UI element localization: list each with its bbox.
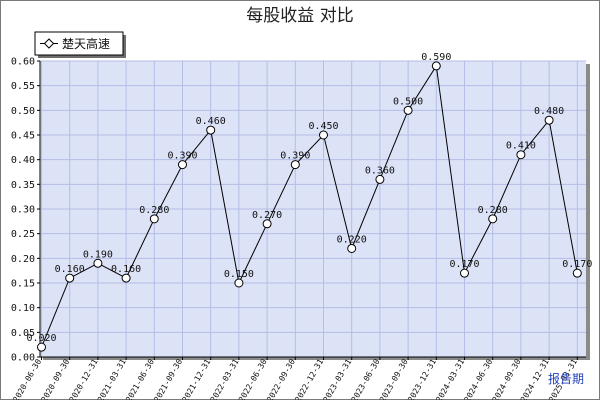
data-point: [178, 160, 187, 170]
plot-shadow-right: [586, 64, 590, 360]
data-label: 0.220: [337, 234, 367, 245]
data-label: 0.270: [252, 210, 282, 221]
y-tick-label: 0.20: [11, 254, 35, 265]
data-label: 0.020: [26, 333, 56, 344]
data-markers: [37, 61, 582, 352]
legend: 楚天高速: [34, 31, 126, 58]
data-point: [347, 243, 357, 253]
data-label: 0.150: [224, 269, 254, 280]
data-point: [262, 219, 272, 229]
data-label: 0.410: [506, 141, 536, 152]
data-point: [121, 273, 131, 283]
data-label: 0.170: [449, 259, 479, 270]
data-point: [234, 278, 244, 288]
y-tick-label: 0.30: [11, 205, 35, 216]
legend-box: [34, 31, 124, 56]
y-tick-label: 0.55: [11, 81, 35, 92]
data-point: [290, 160, 300, 170]
data-label: 0.170: [562, 259, 592, 270]
x-axis-label: 报告期: [548, 371, 584, 386]
data-labels: 0.020 0.160 0.190 0.160 0.280 0.390 0.460 0.150…: [26, 52, 592, 344]
data-label: 0.280: [139, 205, 169, 216]
data-point: [149, 214, 159, 224]
series-line: [41, 64, 578, 348]
x-tick-label: 2024-09-30: [491, 357, 523, 400]
x-tick-label: 2023-03-31: [322, 357, 354, 400]
x-tick-label: 2020-09-30: [40, 357, 72, 400]
data-point: [375, 174, 385, 184]
y-tick-label: 0.45: [11, 131, 35, 142]
data-point: [544, 115, 554, 125]
y-tick-label: 0.00: [11, 353, 35, 364]
data-label: 0.450: [308, 121, 338, 132]
data-label: 0.190: [83, 249, 113, 260]
x-axis-ticks: 2020-06-302020-09-302020-12-312021-03-31…: [11, 357, 579, 400]
chart-title: 每股收益 对比: [246, 6, 353, 26]
data-point: [516, 150, 526, 160]
series-polyline: [41, 64, 578, 348]
data-point: [37, 342, 46, 352]
plot-shadow-bottom: [43, 357, 589, 360]
x-tick-label: 2023-12-31: [406, 357, 438, 400]
data-point: [206, 125, 216, 135]
data-point: [65, 273, 75, 283]
data-label: 0.160: [111, 264, 141, 275]
x-tick-label: 2022-09-30: [265, 357, 297, 400]
grid-lines: [40, 60, 586, 358]
y-tick-label: 0.60: [11, 57, 35, 68]
y-tick-label: 0.25: [11, 229, 35, 240]
data-point: [431, 61, 441, 71]
data-label: 0.280: [478, 205, 508, 216]
data-label: 0.460: [196, 116, 226, 127]
x-tick-label: 2022-06-30: [237, 357, 269, 400]
y-tick-label: 0.50: [11, 106, 35, 117]
data-point: [572, 268, 582, 278]
x-tick-label: 2020-12-31: [68, 357, 100, 400]
x-tick-label: 2023-06-30: [350, 357, 382, 400]
data-label: 0.390: [167, 151, 197, 162]
data-point: [319, 130, 328, 140]
data-point: [460, 268, 469, 278]
x-tick-label: 2020-06-30: [11, 357, 43, 400]
x-tick-label: 2021-06-30: [124, 357, 156, 400]
data-label: 0.480: [534, 106, 564, 117]
data-label: 0.390: [280, 151, 310, 162]
data-point: [488, 214, 498, 224]
data-point: [93, 258, 103, 268]
x-tick-label: 2022-03-31: [209, 357, 241, 400]
legend-marker-icon: [43, 38, 55, 49]
y-axis-ticks: 0.00 0.05 0.10 0.15 0.20 0.25 0.30 0.35 0.40 0.45…: [11, 57, 40, 364]
y-tick-label: 0.40: [11, 155, 35, 166]
x-tick-label: 2023-09-30: [378, 357, 410, 400]
x-tick-label: 2024-12-31: [519, 357, 551, 400]
y-tick-label: 0.10: [11, 303, 35, 314]
y-tick-label: 0.05: [11, 328, 35, 339]
x-tick-label: 2022-12-31: [293, 357, 325, 400]
x-tick-label: 2021-09-30: [152, 357, 184, 400]
x-tick-label: 2024-06-30: [463, 357, 495, 400]
y-tick-label: 0.35: [11, 180, 35, 191]
x-tick-label: 2021-12-31: [181, 357, 213, 400]
data-label: 0.360: [365, 165, 395, 176]
x-tick-label: 2021-03-31: [96, 357, 128, 400]
y-tick-label: 0.15: [11, 279, 35, 290]
data-point: [403, 105, 413, 115]
data-label: 0.160: [55, 264, 85, 275]
data-label: 0.500: [393, 96, 423, 107]
x-tick-label: 2024-03-31: [434, 357, 466, 400]
data-label: 0.590: [421, 52, 451, 63]
legend-series-name: 楚天高速: [62, 36, 110, 51]
